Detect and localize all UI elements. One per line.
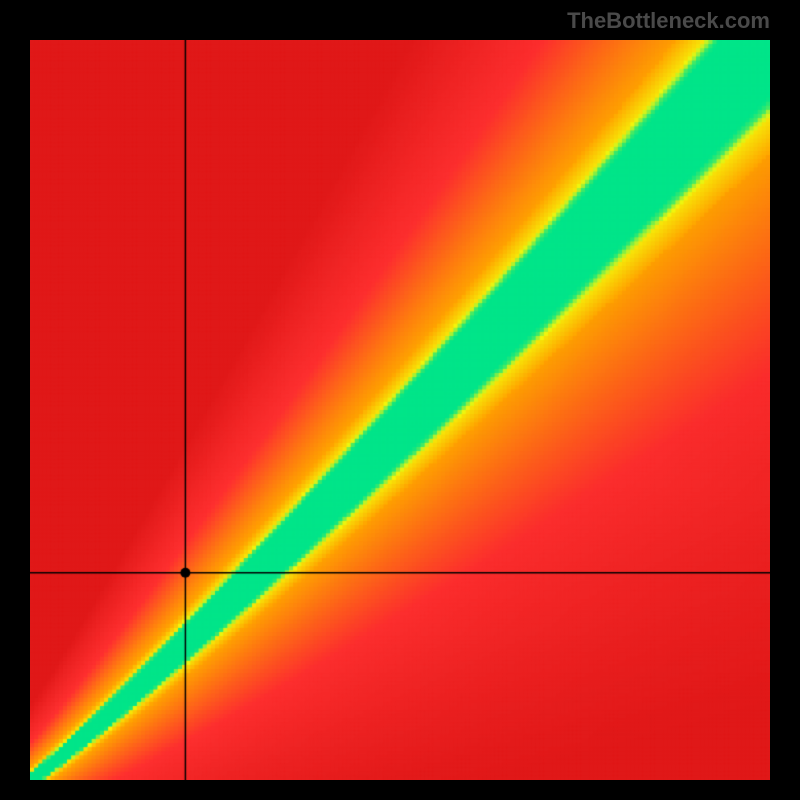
heatmap-canvas xyxy=(30,40,770,780)
heatmap-plot xyxy=(30,40,770,780)
chart-container: TheBottleneck.com xyxy=(0,0,800,800)
attribution-text: TheBottleneck.com xyxy=(567,8,770,34)
